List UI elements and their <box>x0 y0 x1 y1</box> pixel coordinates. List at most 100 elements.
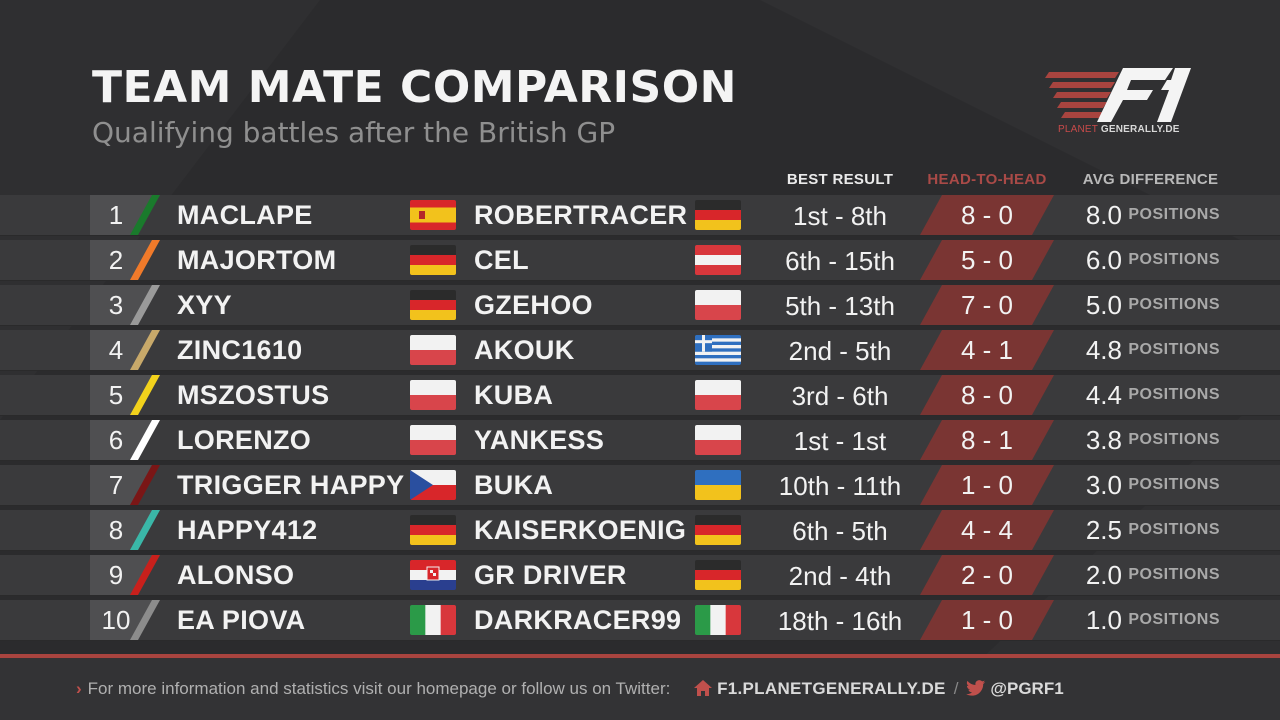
avg-difference-unit: POSITIONS <box>1128 431 1220 448</box>
position-box <box>90 420 160 460</box>
head-to-head-bar <box>920 510 1054 550</box>
driver-1-flag-icon <box>410 380 456 410</box>
position-box <box>90 555 160 595</box>
best-result: 2nd - 5th <box>788 336 892 366</box>
driver-2-name: ROBERTRACER <box>474 200 688 230</box>
driver-2-name: KUBA <box>474 380 554 410</box>
home-icon <box>694 680 713 696</box>
head-to-head-bar <box>920 240 1054 280</box>
position-number: 1 <box>108 200 124 230</box>
driver-2-flag-icon <box>695 245 741 275</box>
logo-text: PLANET GENERALLY.DE <box>1058 124 1180 135</box>
avg-difference-unit: POSITIONS <box>1128 386 1220 403</box>
avg-difference-unit: POSITIONS <box>1128 206 1220 223</box>
footer: › For more information and statistics vis… <box>76 676 1064 702</box>
position-box <box>90 240 160 280</box>
page-subtitle: Qualifying battles after the British GP <box>92 116 616 149</box>
footer-separator: / <box>953 679 959 698</box>
avg-difference-value: 2.5 <box>1085 515 1122 545</box>
best-result: 6th - 5th <box>792 516 888 546</box>
head-to-head-bar <box>920 330 1054 370</box>
chevron-right-icon: › <box>76 679 82 698</box>
avg-difference: 8.0 POSITIONS <box>1060 195 1220 235</box>
driver-2-name: DARKRACER99 <box>474 605 682 635</box>
f1-logo-icon <box>1045 68 1191 122</box>
driver-2-name: YANKESS <box>474 425 605 455</box>
position-number: 7 <box>108 470 124 500</box>
driver-2-flag-icon <box>695 425 741 455</box>
driver-1-name: MAJORTOM <box>177 245 337 275</box>
avg-difference: 3.8 POSITIONS <box>1060 420 1220 460</box>
avg-difference: 5.0 POSITIONS <box>1060 285 1220 325</box>
avg-difference: 2.0 POSITIONS <box>1060 555 1220 595</box>
driver-1-name: EA PIOVA <box>177 605 306 635</box>
driver-1-name: MSZOSTUS <box>177 380 330 410</box>
driver-1-name: LORENZO <box>177 425 312 455</box>
head-to-head-score: 2 - 0 <box>960 560 1014 590</box>
head-to-head-score: 1 - 0 <box>960 470 1014 500</box>
table-row: 8 HAPPY412 KAISERKOENIG 6th - 5th 4 - 4 … <box>0 510 1280 551</box>
driver-1-flag-icon <box>410 200 456 230</box>
head-to-head-score: 7 - 0 <box>960 290 1014 320</box>
footer-twitter-handle[interactable]: @PGRF1 <box>990 679 1064 698</box>
driver-1-flag-icon <box>410 290 456 320</box>
footer-site-link[interactable]: F1.PLANETGENERALLY.DE <box>717 679 946 698</box>
head-to-head-bar <box>920 555 1054 595</box>
best-result: 1st - 8th <box>793 201 887 231</box>
avg-difference-unit: POSITIONS <box>1128 296 1220 313</box>
driver-1-flag-icon <box>410 425 456 455</box>
position-number: 4 <box>108 335 124 365</box>
position-box <box>90 375 160 415</box>
head-to-head-score: 5 - 0 <box>960 245 1014 275</box>
best-result: 1st - 1st <box>793 426 887 456</box>
position-number: 3 <box>108 290 124 320</box>
column-head-to-head: HEAD-TO-HEAD <box>927 171 1047 188</box>
position-box <box>90 195 160 235</box>
table-row: 3 XYY GZEHOO 5th - 13th 7 - 0 5.0 POSITI… <box>0 285 1280 326</box>
position-number: 9 <box>108 560 124 590</box>
avg-difference-unit: POSITIONS <box>1128 476 1220 493</box>
table-row: 6 LORENZO YANKESS 1st - 1st 8 - 1 3.8 PO… <box>0 420 1280 461</box>
driver-2-flag-icon <box>695 335 741 365</box>
header: TEAM MATE COMPARISON Qualifying battles … <box>92 60 737 150</box>
driver-1-flag-icon <box>410 515 456 545</box>
driver-2-name: GZEHOO <box>474 290 593 320</box>
driver-1-name: MACLAPE <box>177 200 313 230</box>
column-headers: BEST RESULT HEAD-TO-HEAD AVG DIFFERENCE <box>0 171 1280 191</box>
position-number: 2 <box>108 245 124 275</box>
avg-difference: 4.4 POSITIONS <box>1060 375 1220 415</box>
best-result: 5th - 13th <box>785 291 895 321</box>
driver-2-flag-icon <box>695 560 741 590</box>
avg-difference-value: 1.0 <box>1085 605 1122 635</box>
table-row: 1 MACLAPE ROBERTRACER 1st - 8th 8 - 0 8.… <box>0 195 1280 236</box>
head-to-head-bar <box>920 465 1054 505</box>
head-to-head-score: 8 - 1 <box>960 425 1014 455</box>
table-row: 9 ALONSO GR DRIVER 2nd - 4th 2 - 0 2.0 P… <box>0 555 1280 596</box>
driver-1-name: HAPPY412 <box>177 515 318 545</box>
driver-2-name: CEL <box>474 245 529 275</box>
best-result: 2nd - 4th <box>788 561 892 591</box>
table-row: 10 EA PIOVA DARKRACER99 18th - 16th 1 - … <box>0 600 1280 641</box>
avg-difference: 2.5 POSITIONS <box>1060 510 1220 550</box>
driver-1-flag-icon <box>410 245 456 275</box>
driver-2-name: KAISERKOENIG <box>474 515 687 545</box>
avg-difference: 4.8 POSITIONS <box>1060 330 1220 370</box>
driver-1-flag-icon <box>410 335 456 365</box>
position-box <box>90 465 160 505</box>
avg-difference-value: 2.0 <box>1085 560 1122 590</box>
position-box <box>90 600 160 640</box>
driver-1-flag-icon <box>410 605 456 635</box>
head-to-head-score: 8 - 0 <box>960 200 1014 230</box>
avg-difference: 3.0 POSITIONS <box>1060 465 1220 505</box>
head-to-head-bar <box>920 375 1054 415</box>
avg-difference-unit: POSITIONS <box>1128 521 1220 538</box>
driver-2-flag-icon <box>695 470 741 500</box>
avg-difference-unit: POSITIONS <box>1128 566 1220 583</box>
avg-difference-unit: POSITIONS <box>1128 251 1220 268</box>
footer-bar <box>0 658 1280 720</box>
best-result: 18th - 16th <box>777 606 903 636</box>
head-to-head-score: 8 - 0 <box>960 380 1014 410</box>
position-box <box>90 330 160 370</box>
avg-difference-value: 5.0 <box>1085 290 1122 320</box>
driver-2-name: AKOUK <box>474 335 575 365</box>
